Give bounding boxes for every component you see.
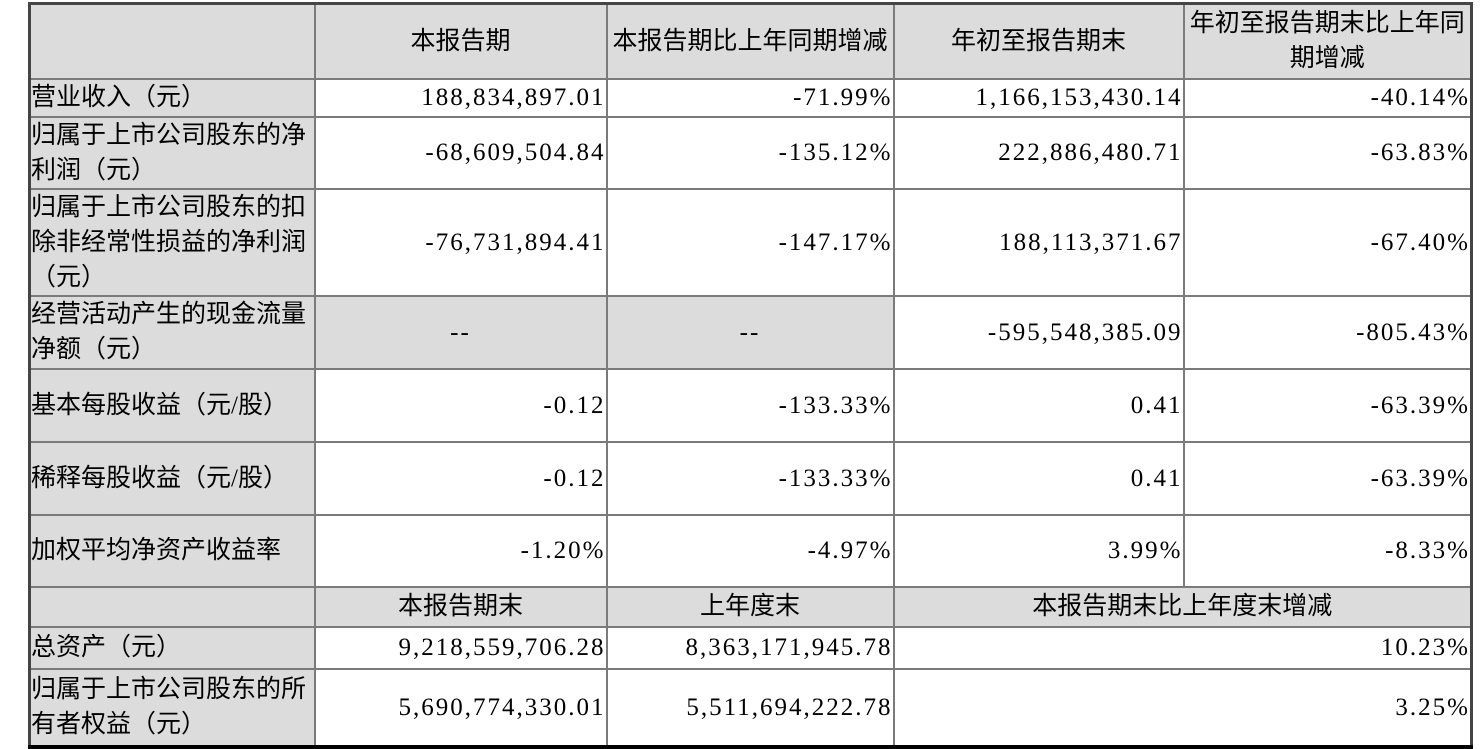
value-cell: -- xyxy=(605,294,895,370)
row-label: 营业收入（元） xyxy=(28,77,316,118)
value-cell: -63.83% xyxy=(1182,115,1473,190)
row-label: 基本每股收益（元/股） xyxy=(28,367,316,443)
value-cell: -595,548,385.09 xyxy=(892,294,1185,370)
table-row-basic-eps: 基本每股收益（元/股） -0.12 -133.33% 0.41 -63.39% xyxy=(28,367,1473,443)
row-label: 归属于上市公司股东的扣除非经常性损益的净利润（元） xyxy=(28,187,316,297)
row-label: 归属于上市公司股东的所有者权益（元） xyxy=(28,667,316,748)
value-cell: -67.40% xyxy=(1182,187,1473,297)
value-cell: 222,886,480.71 xyxy=(892,115,1185,190)
header-row-period: 本报告期 本报告期比上年同期增减 年初至报告期末 年初至报告期末比上年同期增减 xyxy=(28,2,1473,80)
value-cell: -0.12 xyxy=(313,440,608,516)
col-header-end-vs-prior-change: 本报告期末比上年度末增减 xyxy=(892,585,1473,628)
value-cell: 1,166,153,430.14 xyxy=(892,77,1185,118)
value-cell: -40.14% xyxy=(1182,77,1473,118)
value-cell: 0.41 xyxy=(892,367,1185,443)
value-cell: -68,609,504.84 xyxy=(313,115,608,190)
value-cell: -0.12 xyxy=(313,367,608,443)
value-cell: -133.33% xyxy=(605,440,895,516)
col-header-current-period: 本报告期 xyxy=(313,2,608,80)
value-cell: -135.12% xyxy=(605,115,895,190)
value-cell: -63.39% xyxy=(1182,440,1473,516)
col-header-ytd: 年初至报告期末 xyxy=(892,2,1185,80)
table-row-weighted-avg-roe: 加权平均净资产收益率 -1.20% -4.97% 3.99% -8.33% xyxy=(28,513,1473,588)
row-label: 稀释每股收益（元/股） xyxy=(28,440,316,516)
value-cell: 188,834,897.01 xyxy=(313,77,608,118)
value-cell: 3.25% xyxy=(892,667,1473,748)
key-financials-table: 本报告期 本报告期比上年同期增减 年初至报告期末 年初至报告期末比上年同期增减 … xyxy=(28,2,1473,749)
value-cell: 5,690,774,330.01 xyxy=(313,667,608,748)
value-cell: -1.20% xyxy=(313,513,608,588)
value-cell: -147.17% xyxy=(605,187,895,297)
value-cell: 0.41 xyxy=(892,440,1185,516)
financial-summary-section: 本报告期 本报告期比上年同期增减 年初至报告期末 年初至报告期末比上年同期增减 … xyxy=(28,2,1473,749)
col-header-ytd-yoy: 年初至报告期末比上年同期增减 xyxy=(1182,2,1473,80)
table-row-operating-cash-flow: 经营活动产生的现金流量净额（元） -- -- -595,548,385.09 -… xyxy=(28,294,1473,370)
value-cell: 5,511,694,222.78 xyxy=(605,667,895,748)
col-header-period-end: 本报告期末 xyxy=(313,585,608,628)
table-row-diluted-eps: 稀释每股收益（元/股） -0.12 -133.33% 0.41 -63.39% xyxy=(28,440,1473,516)
value-cell: -8.33% xyxy=(1182,513,1473,588)
row-label: 总资产（元） xyxy=(28,625,316,670)
table-row-net-profit: 归属于上市公司股东的净利润（元） -68,609,504.84 -135.12%… xyxy=(28,115,1473,190)
value-cell: -71.99% xyxy=(605,77,895,118)
value-cell: -4.97% xyxy=(605,513,895,588)
col-header-current-period-yoy: 本报告期比上年同期增减 xyxy=(605,2,895,80)
table-row-total-assets: 总资产（元） 9,218,559,706.28 8,363,171,945.78… xyxy=(28,625,1473,670)
corner-cell xyxy=(28,2,316,80)
col-header-prior-year-end: 上年度末 xyxy=(605,585,895,628)
table-row-revenue: 营业收入（元） 188,834,897.01 -71.99% 1,166,153… xyxy=(28,77,1473,118)
value-cell: 188,113,371.67 xyxy=(892,187,1185,297)
row-label: 经营活动产生的现金流量净额（元） xyxy=(28,294,316,370)
table-row-owners-equity: 归属于上市公司股东的所有者权益（元） 5,690,774,330.01 5,51… xyxy=(28,667,1473,748)
value-cell: -63.39% xyxy=(1182,367,1473,443)
value-cell: -76,731,894.41 xyxy=(313,187,608,297)
value-cell: 3.99% xyxy=(892,513,1185,588)
row-label: 归属于上市公司股东的净利润（元） xyxy=(28,115,316,190)
table-row-net-profit-excl-nonrecurring: 归属于上市公司股东的扣除非经常性损益的净利润（元） -76,731,894.41… xyxy=(28,187,1473,297)
value-cell: 8,363,171,945.78 xyxy=(605,625,895,670)
value-cell: -133.33% xyxy=(605,367,895,443)
value-cell: -805.43% xyxy=(1182,294,1473,370)
row-label: 加权平均净资产收益率 xyxy=(28,513,316,588)
value-cell: 9,218,559,706.28 xyxy=(313,625,608,670)
header-row-period-end: 本报告期末 上年度末 本报告期末比上年度末增减 xyxy=(28,585,1473,628)
corner-cell xyxy=(28,585,316,628)
value-cell: -- xyxy=(313,294,608,370)
value-cell: 10.23% xyxy=(892,625,1473,670)
